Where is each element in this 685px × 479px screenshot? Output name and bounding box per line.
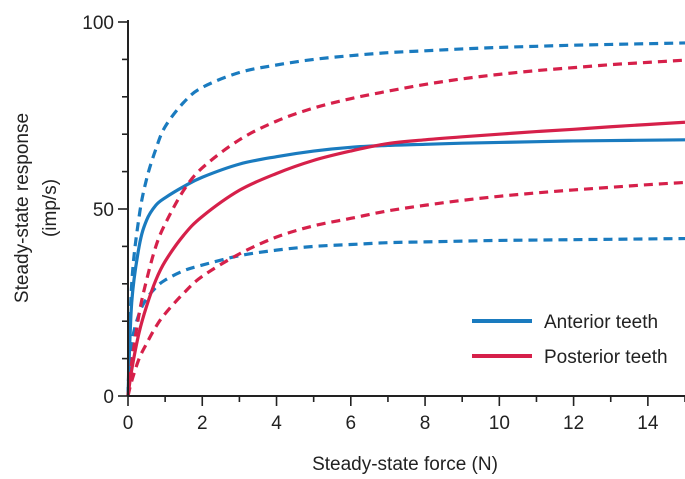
series-anterior-dashed-2 [126, 236, 685, 397]
x-tick-label-8: 8 [420, 413, 431, 434]
y-axis-title-line2: (imp/s) [40, 179, 61, 237]
x-axis-title: Steady-state force (N) [312, 454, 498, 475]
x-tick-label-14: 14 [637, 413, 659, 434]
series-posterior-dashed-5 [126, 180, 685, 397]
legend-label-anterior: Anterior teeth [544, 312, 658, 333]
y-tick-label-100: 100 [82, 13, 114, 34]
y-tick-label-0: 0 [103, 387, 114, 408]
x-tick-label-6: 6 [346, 413, 357, 434]
series-layer [126, 41, 685, 397]
x-tick-label-4: 4 [271, 413, 282, 434]
y-tick-label-50: 50 [93, 200, 114, 221]
y-axis-title-line1: Steady-state response [12, 113, 33, 303]
series-posterior-solid-3 [126, 120, 685, 397]
legend-label-posterior: Posterior teeth [544, 347, 668, 368]
series-posterior-dashed-4 [126, 58, 685, 397]
x-tick-label-10: 10 [489, 413, 510, 434]
x-tick-label-2: 2 [197, 413, 208, 434]
series-anterior-solid-0 [126, 138, 685, 397]
x-tick-label-12: 12 [563, 413, 584, 434]
legend: Anterior teeth Posterior teeth [472, 312, 668, 368]
series-anterior-dashed-1 [126, 41, 685, 397]
axes-layer: 0 50 100 0 2 4 6 8 10 12 14 [82, 13, 685, 434]
x-tick-label-0: 0 [123, 413, 134, 434]
